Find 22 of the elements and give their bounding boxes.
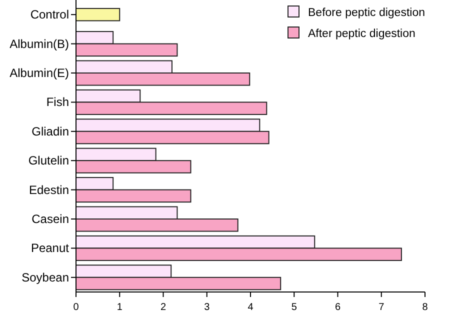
y-tick-label: Control [30, 8, 69, 22]
legend-label: Before peptic digestion [308, 7, 425, 19]
y-tick-label: Glutelin [28, 154, 69, 168]
x-tick-label: 3 [204, 302, 210, 313]
x-tick-label: 8 [422, 302, 428, 313]
y-tick-label: Edestin [28, 182, 69, 197]
x-tick-label: 1 [116, 302, 123, 313]
y-tick-label: Albumin(B) [10, 36, 69, 51]
x-tick-label: 2 [160, 302, 166, 313]
x-tick-label: 7 [378, 302, 385, 313]
bar [76, 8, 120, 22]
x-tick-label: 5 [291, 302, 298, 313]
x-tick-label: 4 [248, 302, 254, 313]
x-tick-label: 0 [73, 302, 80, 313]
y-tick-label: Albumin(E) [10, 66, 69, 80]
y-tick-label: Casein [32, 212, 69, 226]
y-tick-label: Peanut [30, 241, 70, 256]
x-tick-label: 6 [334, 302, 341, 313]
y-tick-label: Gliadin [32, 124, 69, 138]
y-tick-label: Fish [46, 95, 69, 110]
legend-label: After peptic digestion [308, 28, 416, 40]
y-tick-label: Soybean [22, 270, 69, 284]
